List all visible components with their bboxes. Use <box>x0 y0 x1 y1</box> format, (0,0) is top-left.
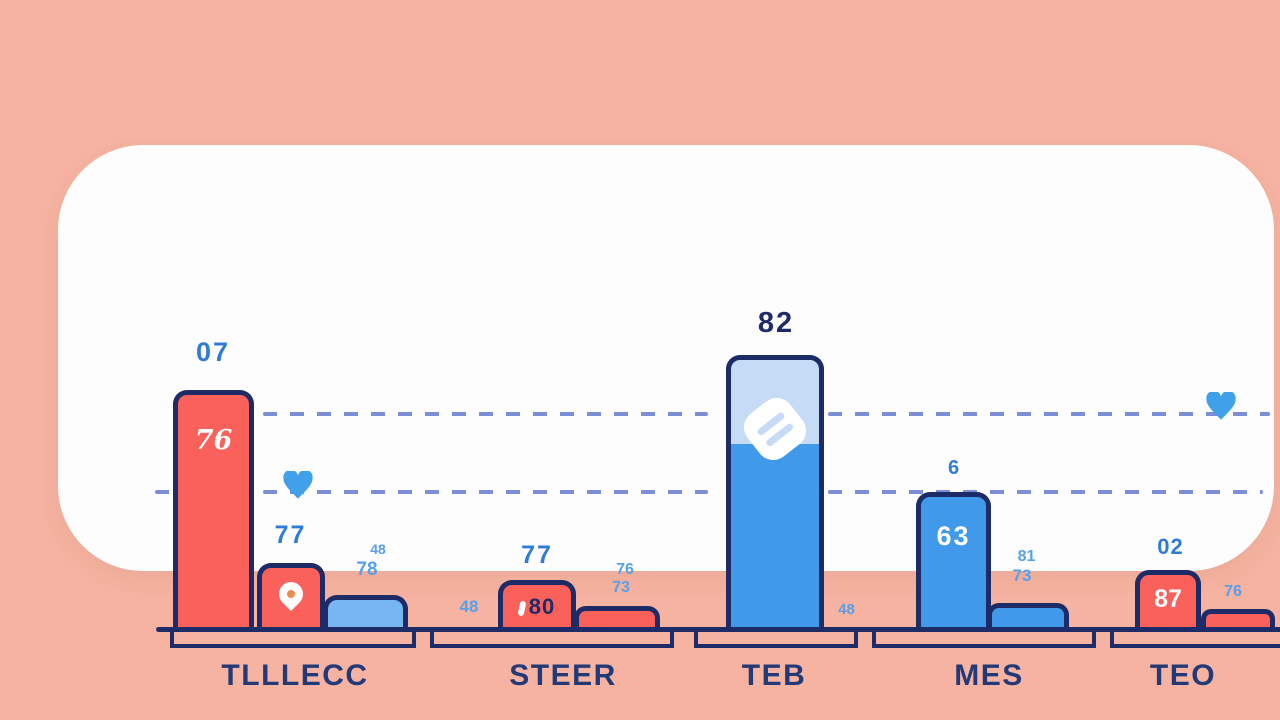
value-label: 07 <box>195 337 231 367</box>
gridline-lower-right <box>828 490 1263 494</box>
value-label: 76 <box>1224 583 1242 600</box>
category-label: STEER <box>509 659 617 692</box>
bar-steer-1: 80 <box>498 580 576 627</box>
bar-mes-2 <box>987 603 1069 627</box>
value-label: 73 <box>612 579 630 596</box>
pedestal <box>1110 632 1280 648</box>
value-label: 81 <box>1017 548 1036 565</box>
value-label: 6 <box>947 457 960 479</box>
value-label: 77 <box>274 521 307 549</box>
value-label: 48 <box>459 597 479 616</box>
value-label: 76 <box>616 561 634 578</box>
bar-inner-label: 63 <box>936 521 971 551</box>
bar-tlllecc-2 <box>257 563 325 627</box>
bar-tlllecc-3 <box>323 595 408 627</box>
value-label: 48 <box>370 541 386 557</box>
value-label: 78 <box>356 559 378 580</box>
chart-card: 76 80 63 87 07 77 48 78 <box>58 145 1280 692</box>
value-label: 48 <box>838 601 855 618</box>
pedestal <box>430 632 674 648</box>
category-label: MES <box>954 659 1024 692</box>
bar-steer-2 <box>574 606 660 627</box>
heart-icon <box>1206 392 1236 420</box>
axis-baseline <box>156 627 1280 632</box>
bar-tlllecc-1: 76 <box>173 390 254 627</box>
bar-inner-label: 87 <box>1154 585 1182 613</box>
category-label: TEO <box>1149 659 1217 692</box>
bar-mes-1: 63 <box>916 492 991 627</box>
location-pin-icon <box>274 577 308 611</box>
category-label: TEB <box>741 659 807 692</box>
value-label: 02 <box>1157 534 1184 559</box>
bar-teb-1 <box>726 355 824 627</box>
pedestal <box>872 632 1096 648</box>
heart-icon <box>283 471 313 499</box>
bar-teo-1: 87 <box>1135 570 1201 627</box>
value-label: 77 <box>521 541 553 569</box>
tick-mark-icon <box>517 600 527 617</box>
pedestal <box>170 632 416 648</box>
pedestal <box>694 632 858 648</box>
gridline-lower-stub <box>155 490 171 494</box>
gridline-upper-right <box>828 412 1270 416</box>
value-label: 73 <box>1012 566 1032 585</box>
bar-teo-2 <box>1201 609 1275 627</box>
gridline-upper-left <box>263 412 708 416</box>
bar-inner-label: 76 <box>194 425 233 456</box>
gridline-lower-left <box>263 490 708 494</box>
bar-inner-label: 80 <box>503 594 571 620</box>
category-label: TLLLECC <box>221 659 369 692</box>
value-label: 82 <box>757 307 795 339</box>
